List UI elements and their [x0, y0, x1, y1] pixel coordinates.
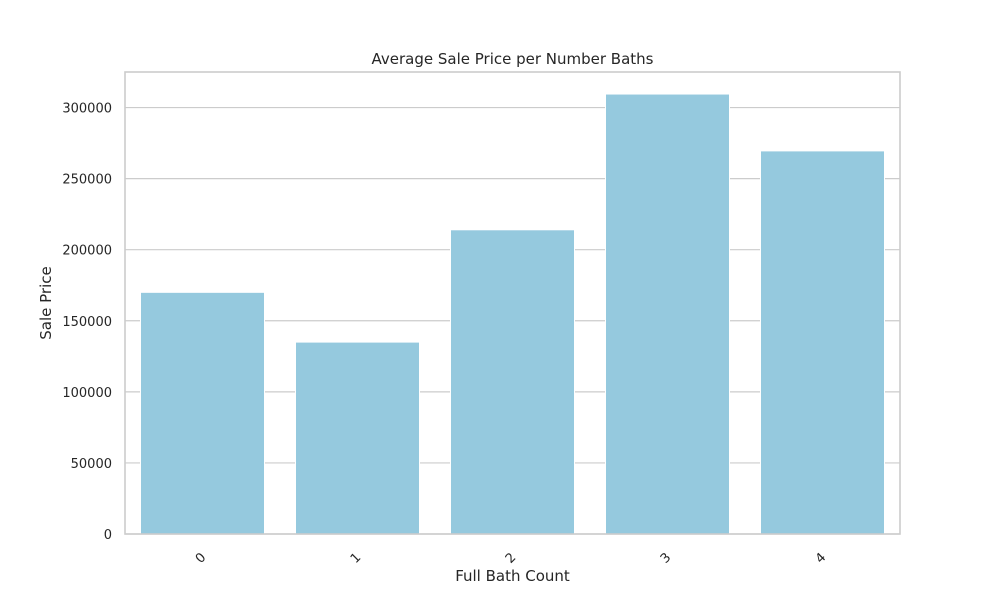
bar-2: [450, 229, 575, 535]
y-axis-label: Sale Price: [37, 266, 55, 339]
chart-title: Average Sale Price per Number Baths: [372, 50, 654, 68]
x-axis-label: Full Bath Count: [455, 567, 570, 585]
y-tick-label: 100000: [62, 386, 112, 401]
plot-frame: [124, 71, 901, 535]
bar-0: [140, 291, 265, 535]
y-tick-labels: 0 50000 100000 150000 200000 250000 300000: [62, 102, 112, 543]
y-tick-label: 0: [104, 528, 112, 543]
y-tick-label: 200000: [62, 244, 112, 259]
bar-1: [295, 341, 420, 535]
bar-4: [760, 150, 885, 535]
y-tick-label: 50000: [71, 457, 112, 472]
y-tick-label: 300000: [62, 102, 112, 117]
bar-3: [605, 93, 730, 535]
y-tick-label: 150000: [62, 315, 112, 330]
y-tick-label: 250000: [62, 173, 112, 188]
